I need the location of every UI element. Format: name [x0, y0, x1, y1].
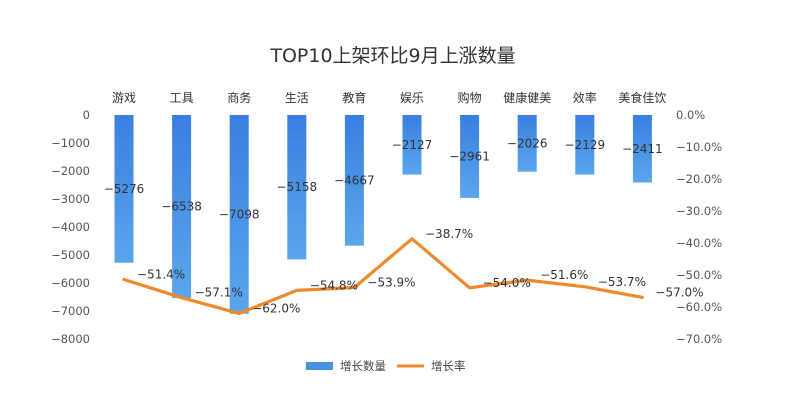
- category-label: 购物: [458, 90, 482, 105]
- category-label: 游戏: [112, 91, 136, 105]
- bar-value-label: −2129: [565, 138, 606, 152]
- left-tick-label: −8000: [51, 332, 90, 346]
- bar-value-label: −2411: [622, 142, 663, 156]
- category-label: 工具: [170, 91, 194, 105]
- bar: [344, 115, 364, 246]
- left-tick-label: 0: [83, 108, 90, 122]
- bar-data-labels: −5276 −6538 −7098 −5158 −4667 −2127 −2961 −2026…: [104, 136, 663, 221]
- left-tick-label: −3000: [51, 192, 90, 206]
- line-series: [122, 237, 645, 315]
- right-tick-label: 0.0%: [676, 108, 705, 122]
- bar: [287, 115, 307, 260]
- right-tick-label: −20.0%: [676, 172, 722, 186]
- right-tick-label: −70.0%: [676, 332, 722, 346]
- bar-value-label: −4667: [334, 173, 375, 187]
- category-labels: 游戏 工具 商务 生活 教育 娱乐 购物 健康健美 效率 美食佳饮: [112, 90, 666, 105]
- line-value-label: −54.8%: [310, 278, 358, 292]
- legend-label-bar: 增长数量: [340, 359, 386, 373]
- category-label: 商务: [227, 90, 251, 105]
- left-axis: 0 −1000 −2000 −3000 −4000 −5000 −6000 −7000 −800…: [51, 108, 90, 346]
- bar: [632, 115, 652, 183]
- bar-value-label: −5276: [104, 182, 145, 196]
- left-tick-label: −6000: [51, 276, 90, 290]
- right-tick-label: −50.0%: [676, 268, 722, 282]
- right-tick-label: −40.0%: [676, 236, 722, 250]
- right-tick-label: −60.0%: [676, 300, 722, 314]
- line-value-label: −57.1%: [195, 286, 243, 300]
- right-tick-label: −30.0%: [676, 204, 722, 218]
- bar-value-label: −6538: [161, 200, 202, 214]
- bar-value-label: −2127: [392, 138, 433, 152]
- line-data-labels: −51.4% −57.1% −62.0% −54.8% −53.9% −38.7% −54.…: [137, 227, 704, 316]
- bar-value-label: −2026: [507, 136, 548, 150]
- bar: [172, 115, 192, 299]
- rate-line: [122, 237, 645, 315]
- category-label: 健康健美: [503, 90, 551, 105]
- line-value-label: −62.0%: [252, 301, 300, 315]
- line-value-label: −51.4%: [137, 267, 185, 281]
- bar: [402, 115, 422, 175]
- line-value-label: −51.6%: [540, 268, 588, 282]
- bar-value-label: −2961: [449, 149, 490, 163]
- line-value-label: −54.0%: [483, 276, 531, 290]
- category-label: 效率: [573, 90, 597, 105]
- category-label: 生活: [285, 91, 309, 105]
- left-tick-label: −2000: [51, 164, 90, 178]
- category-label: 美食佳饮: [618, 90, 666, 105]
- chart-title: TOP10上架环比9月上涨数量: [269, 45, 515, 67]
- right-tick-label: −10.0%: [676, 140, 722, 154]
- left-tick-label: −5000: [51, 248, 90, 262]
- bar: [229, 115, 249, 314]
- left-tick-label: −1000: [51, 136, 90, 150]
- line-value-label: −57.0%: [655, 285, 703, 299]
- line-value-label: −53.9%: [367, 275, 415, 289]
- line-value-label: −38.7%: [425, 227, 473, 241]
- left-tick-label: −4000: [51, 220, 90, 234]
- bar: [114, 115, 134, 263]
- bar: [575, 115, 595, 175]
- legend: 增长数量 增长率: [306, 359, 466, 373]
- left-tick-label: −7000: [51, 304, 90, 318]
- right-axis: 0.0% −10.0% −20.0% −30.0% −40.0% −50.0% −60.0%…: [676, 108, 722, 346]
- line-value-label: −53.7%: [598, 275, 646, 289]
- bar-value-label: −5158: [277, 180, 318, 194]
- legend-swatch-bar: [306, 362, 333, 370]
- bar-series: [114, 115, 652, 314]
- bar-value-label: −7098: [219, 207, 260, 221]
- category-label: 教育: [342, 90, 366, 105]
- category-label: 娱乐: [400, 91, 424, 105]
- legend-label-line: 增长率: [431, 359, 466, 373]
- bar: [517, 115, 537, 172]
- bar: [460, 115, 480, 198]
